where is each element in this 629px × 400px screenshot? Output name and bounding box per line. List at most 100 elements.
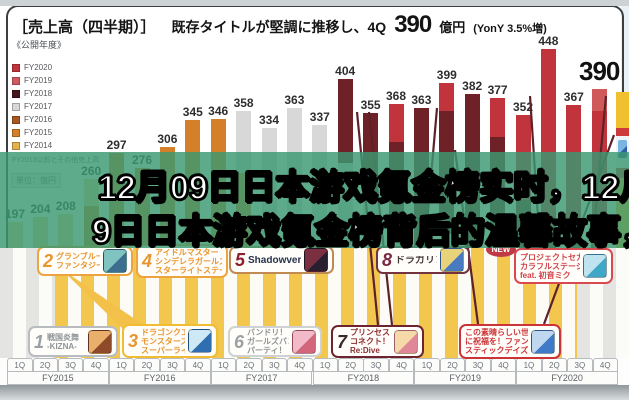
legend-item: FY2015 [12,126,122,139]
game-icon [188,329,212,353]
legend-item: FY2019 [12,74,122,87]
chart-header: ［売上高（四半期）］ 既存タイトルが堅調に推移し、4Q 390 億円 (YonY… [13,11,613,38]
axis-year-cell: FY2015 [7,371,109,385]
rank-number: 8 [382,250,393,270]
mini-game-icon [618,140,627,158]
game-title: アイドルマスターシンデレラガールズスターライトステージ [155,247,222,275]
bar-value-label: 358 [233,96,254,110]
axis-quarter-cell: 1Q [210,358,237,372]
header-yoy: (YonY 3.5%増) [473,23,547,35]
rank-number: 6 [234,331,245,352]
axis-quarter-cell: 3Q [465,358,491,372]
breakdown-segment [616,92,629,128]
ranking-card-new-title: この素晴らしい世界に祝福を！ファンタスティックデイズ [459,324,561,359]
rank-number: 5 [235,250,246,270]
axis-quarter-cell: 2Q [439,358,466,372]
bar-value-label: 368 [385,89,407,103]
ranking-card-1: 1 戦国炎舞 -KIZNA- [28,326,118,357]
bar-value-label: 377 [487,83,508,97]
legend-label: FY2020 [24,63,53,72]
bar-segment [337,79,353,163]
legend-label: FY2016 [24,115,53,124]
caption-band [0,152,629,248]
game-title: プリンセス コネクト！ Re:Dive [350,328,391,355]
bar-value-label: 346 [208,104,229,118]
caption-line-1: 12月09日日本游戏氪金榜实时，12月0 [97,168,629,208]
bar-value-label: 337 [309,110,330,124]
bar-value-label: 355 [360,98,381,112]
header-big-value: 390 [394,11,432,38]
legend-swatch [12,115,20,124]
axis-quarter-cell: 2Q [541,358,568,372]
legend-items: FY2020 FY2019 FY2018 FY2017 FY2016 FY2015 FY20… [12,61,122,152]
bar-value-label: 382 [462,79,483,93]
axis-year-cell: FY2016 [108,371,211,385]
bar-value-label: 448 [538,34,559,48]
game-title: グランブルー ファンタジー [56,252,100,270]
axis-year-cell: FY2020 [516,371,618,385]
legend-swatch [12,63,20,72]
game-title: ドラゴンクエストモンスターズスーパーライト [141,327,185,355]
axis-quarter-cell: 2Q [134,358,160,372]
legend-swatch [12,76,20,85]
legend-label: FY2017 [24,102,53,111]
ranking-card-3: 3ドラゴンクエストモンスターズスーパーライト [122,324,218,358]
bar-value-label: 363 [411,93,432,107]
axis-quarter-cell: 4Q [388,358,415,372]
game-title: この素晴らしい世界に祝福を！ファンタスティックデイズ [465,328,528,355]
breakdown-segment [616,128,629,136]
ranking-card-new-title: プロジェクトセカイカラフルステージ！feat. 初音ミク [514,248,613,284]
legend-title: 《公開年度》 [12,40,67,50]
bar-segment [591,89,607,111]
game-icon [394,329,418,354]
axis-quarter-cell: 4Q [83,358,109,372]
legend-label: FY2019 [24,76,53,85]
legend-swatch [12,89,20,98]
legend-label: FY2014 [24,141,53,150]
legend: 《公開年度》 FY2020 FY2019 FY2018 FY2017 FY2016 FY2… [12,38,122,165]
axis-quarter-cell: 2Q [338,358,364,372]
rank-number: 3 [128,331,139,351]
game-title: バンドリ！ガールズバンドパーティ！ [247,328,289,355]
legend-label: FY2015 [24,128,53,137]
legend-item: FY2014 [12,139,122,152]
legend-item: FY2018 [12,87,122,100]
axis-year-cell: FY2019 [414,371,517,385]
game-icon [292,329,316,354]
bar-value-label: 297 [106,138,127,152]
axis-quarter-cell: 1Q [516,358,542,372]
axis-quarter-cell: 3Q [363,358,389,372]
ranking-card-4: 4アイドルマスターシンデレラガールズスターライトステージ [136,244,228,278]
bar-value-label: 367 [563,90,584,104]
ranking-card-7: 7 プリンセス コネクト！ Re:Dive [331,325,424,358]
axis-quarter-cell: 4Q [490,358,517,372]
bar-segment [490,98,506,137]
axis-quarter-cell: 1Q [7,358,33,372]
game-title: プロジェクトセカイカラフルステージ！feat. 初音ミク [520,252,580,280]
axis-quarter-cell: 1Q [108,358,135,372]
rank-number: 1 [34,331,45,352]
bar-value-label: 352 [512,100,534,114]
bar-value-label: 390 [578,56,620,86]
bar-value-label: 399 [436,68,457,82]
game-icon [531,329,555,354]
header-unit: 億円 [439,20,466,35]
ranking-card-5: 5Shadowverse [229,246,334,274]
game-title: Shadowverse [248,255,301,265]
axis-quarter-cell: 4Q [287,358,313,372]
top-edge-strip [0,0,629,6]
axis-quarter-cell: 3Q [57,358,84,372]
axis-year-cell: FY2018 [312,371,415,385]
bottom-edge-strip [0,385,629,400]
game-title: ドラガリアロスト [395,255,437,265]
axis-quarter-cell: 4Q [185,358,211,372]
chart-title: ［売上高（四半期）］ [13,19,156,36]
axis-quarter-cell: 2Q [236,358,262,372]
game-icon [583,254,607,278]
game-title: 戦国炎舞 -KIZNA- [47,332,80,351]
bar-value-label: 306 [157,132,178,146]
axis-quarter-cell: 4Q [592,358,618,372]
game-icon [304,248,328,272]
